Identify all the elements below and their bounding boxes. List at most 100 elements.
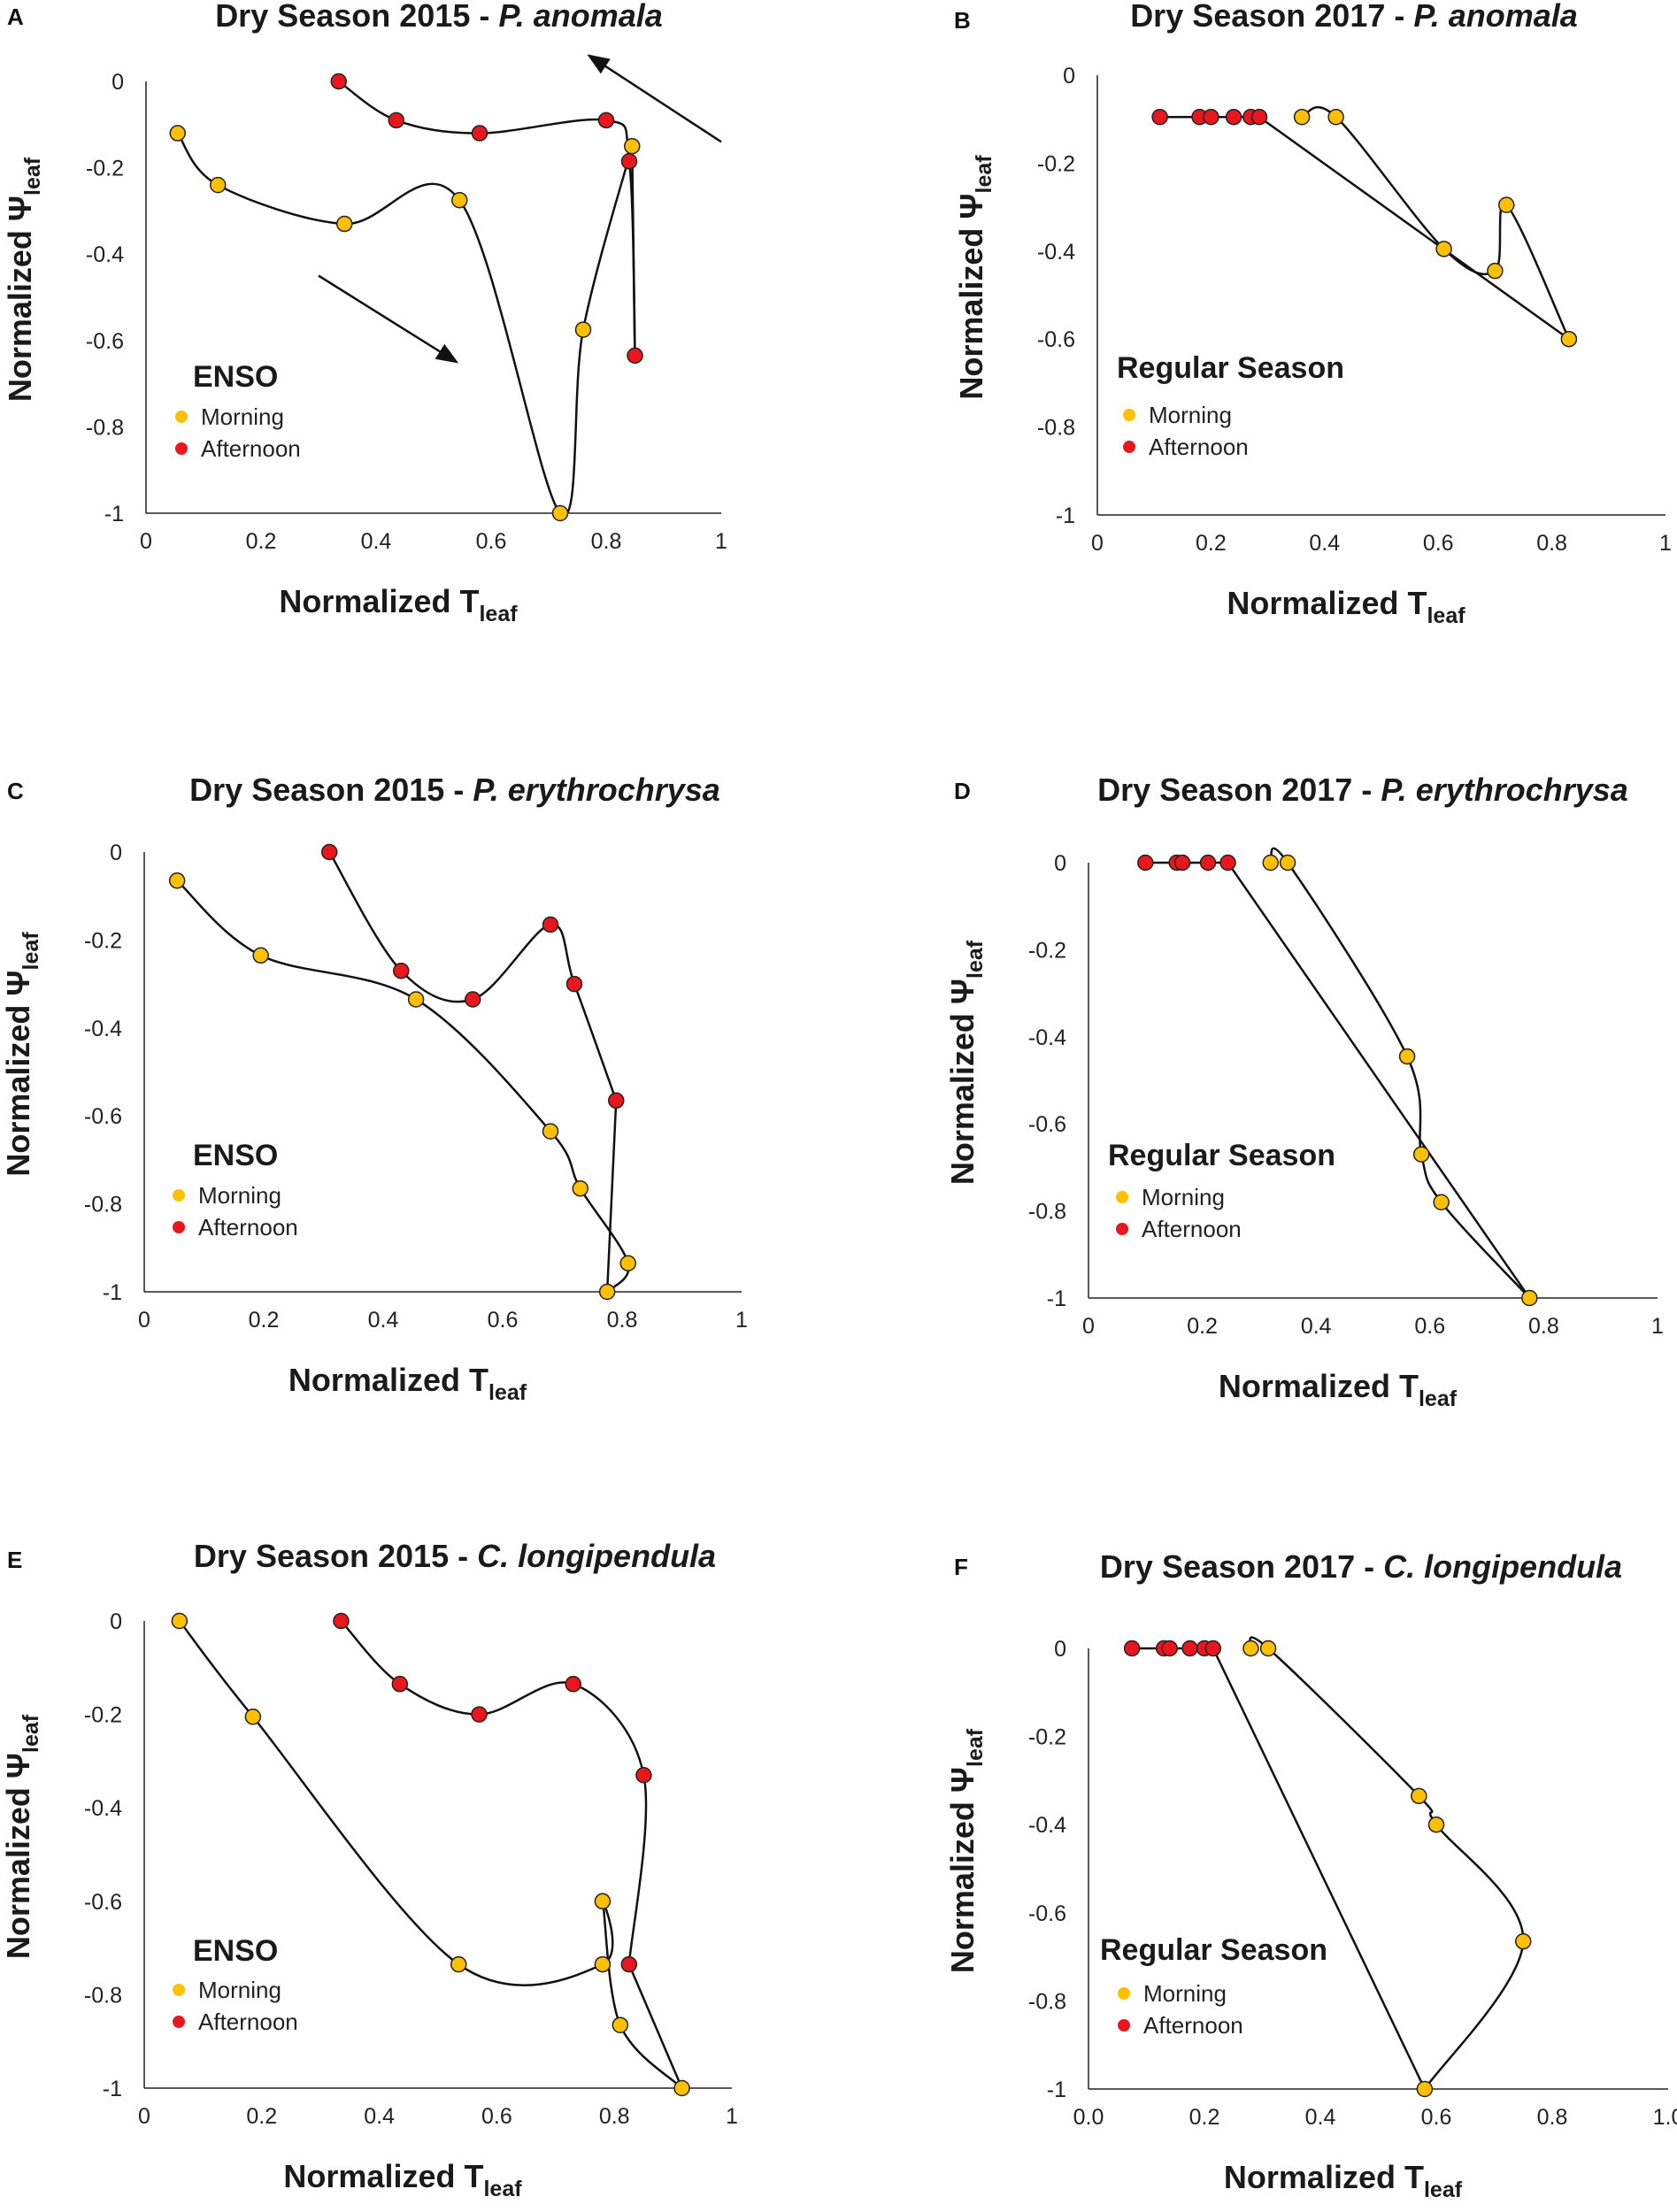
y-tick-label: -0.4 — [86, 242, 124, 267]
afternoon-point — [330, 73, 347, 90]
x-tick-label: 0.0 — [1073, 2105, 1104, 2130]
morning-point — [407, 991, 425, 1008]
afternoon-curve — [328, 851, 618, 1102]
morning-curve — [1269, 847, 1531, 1299]
season-label: Regular Season — [1100, 1933, 1327, 1967]
morning-point — [1416, 2080, 1434, 2098]
y-tick-label: -0.4 — [1028, 1025, 1066, 1050]
afternoon-point — [565, 1676, 581, 1693]
legend-morning-marker — [1123, 409, 1135, 421]
y-tick-label: -0.6 — [1037, 327, 1075, 352]
x-tick-label: 1 — [1651, 1314, 1664, 1339]
x-tick-label: 0.2 — [249, 1308, 280, 1333]
y-tick-label: -1 — [1056, 503, 1075, 528]
y-tick-label: -0.2 — [1028, 938, 1066, 963]
x-tick-label: 0 — [1082, 1314, 1095, 1339]
loop-connector — [1212, 1647, 1427, 2090]
legend-morning-label: Morning — [198, 1182, 281, 1209]
morning-point — [1293, 108, 1311, 126]
morning-point — [244, 1708, 262, 1725]
x-axis-label: Normalized Tleaf — [279, 583, 518, 626]
morning-point — [252, 947, 269, 964]
x-tick-label: 1 — [715, 529, 727, 554]
x-tick-label: 0.4 — [364, 2104, 395, 2129]
morning-point — [594, 1893, 612, 1910]
morning-point — [542, 1123, 559, 1140]
panel-letter: A — [7, 4, 24, 30]
y-tick-label: -1 — [103, 2077, 122, 2101]
afternoon-point — [388, 111, 404, 129]
morning-point — [594, 1955, 612, 1973]
legend: Morning Afternoon — [173, 1977, 298, 2035]
y-tick-label: 0 — [110, 1609, 122, 1634]
x-tick-label: 0.4 — [1305, 2105, 1336, 2130]
y-axis-label: Normalized Ψleaf — [0, 932, 43, 1177]
afternoon-point — [620, 1955, 638, 1973]
legend-afternoon-marker — [173, 2016, 185, 2028]
loop-connector — [627, 1963, 683, 2089]
legend-morning-label: Morning — [201, 403, 284, 430]
y-tick-label: 0 — [1054, 851, 1066, 876]
legend-afternoon-marker — [1118, 2019, 1130, 2032]
legend-morning-marker — [1116, 1191, 1128, 1203]
x-tick-label: 0.6 — [1421, 2105, 1452, 2130]
morning-point — [1433, 1194, 1450, 1211]
morning-point — [210, 176, 227, 194]
x-axis-label: Normalized Tleaf — [1227, 585, 1465, 628]
season-label: Regular Season — [1117, 351, 1344, 385]
x-tick-label: 0.8 — [1537, 2105, 1568, 2130]
afternoon-point — [1203, 108, 1219, 126]
x-axis-label: Normalized Tleaf — [1224, 2159, 1463, 2202]
x-tick-label: 0.6 — [1423, 531, 1454, 556]
x-tick-label: 0.2 — [1187, 1314, 1218, 1339]
chart-title: Dry Season 2017 - C. longipendula — [1100, 1548, 1622, 1585]
afternoon-point — [471, 125, 488, 142]
x-tick-label: 0.2 — [246, 529, 277, 554]
loop-connector — [631, 146, 636, 356]
morning-point — [1262, 854, 1280, 872]
afternoon-point — [465, 991, 481, 1008]
morning-point — [572, 1179, 588, 1197]
legend: Morning Afternoon — [1123, 402, 1249, 460]
y-tick-label: -0.2 — [84, 928, 122, 953]
legend-afternoon-marker — [175, 442, 188, 455]
x-tick-label: 0.6 — [488, 1308, 519, 1333]
morning-point — [551, 504, 569, 522]
panel-letter: F — [954, 1554, 968, 1580]
legend-afternoon-label: Afternoon — [1149, 434, 1249, 460]
y-tick-label: -0.8 — [84, 1193, 122, 1217]
afternoon-point — [1250, 108, 1268, 126]
season-label: ENSO — [193, 1139, 278, 1172]
y-tick-label: -0.4 — [84, 1796, 122, 1821]
morning-point — [1515, 1932, 1532, 1950]
loop-connector — [605, 1100, 618, 1293]
y-tick-label: -0.6 — [1028, 1112, 1066, 1137]
morning-point — [168, 872, 186, 889]
y-tick-label: 0 — [112, 70, 124, 95]
legend-afternoon-label: Afternoon — [198, 2008, 298, 2035]
legend: Morning Afternoon — [1116, 1184, 1242, 1242]
morning-point — [451, 191, 468, 209]
x-axis-label: Normalized Tleaf — [288, 1362, 527, 1405]
x-axis-label: Normalized Tleaf — [1219, 1368, 1458, 1411]
x-tick-label: 1 — [735, 1308, 748, 1333]
legend-afternoon-marker — [173, 1221, 185, 1233]
y-tick-label: 0 — [1054, 1637, 1066, 1662]
afternoon-point — [620, 153, 638, 170]
x-tick-label: 0.8 — [599, 2104, 630, 2129]
y-tick-label: -0.8 — [1028, 1200, 1066, 1225]
afternoon-point — [391, 1676, 409, 1693]
afternoon-point — [1161, 1640, 1178, 1657]
x-tick-label: 1.0 — [1653, 2105, 1677, 2130]
season-label: Regular Season — [1108, 1139, 1335, 1172]
morning-point — [1411, 1787, 1427, 1805]
afternoon-point — [1204, 1640, 1222, 1657]
morning-point — [1398, 1048, 1416, 1065]
y-axis-label: Normalized Ψleaf — [953, 155, 996, 400]
morning-point — [1487, 262, 1504, 280]
afternoon-point — [1173, 854, 1191, 872]
legend: Morning Afternoon — [175, 403, 301, 462]
direction-arrow — [318, 274, 459, 364]
morning-point — [336, 215, 353, 233]
x-tick-label: 0.4 — [368, 1308, 399, 1333]
